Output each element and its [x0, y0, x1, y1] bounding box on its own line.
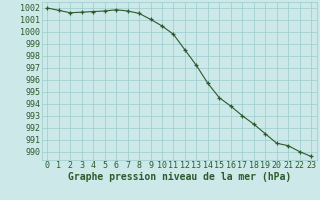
X-axis label: Graphe pression niveau de la mer (hPa): Graphe pression niveau de la mer (hPa): [68, 172, 291, 182]
